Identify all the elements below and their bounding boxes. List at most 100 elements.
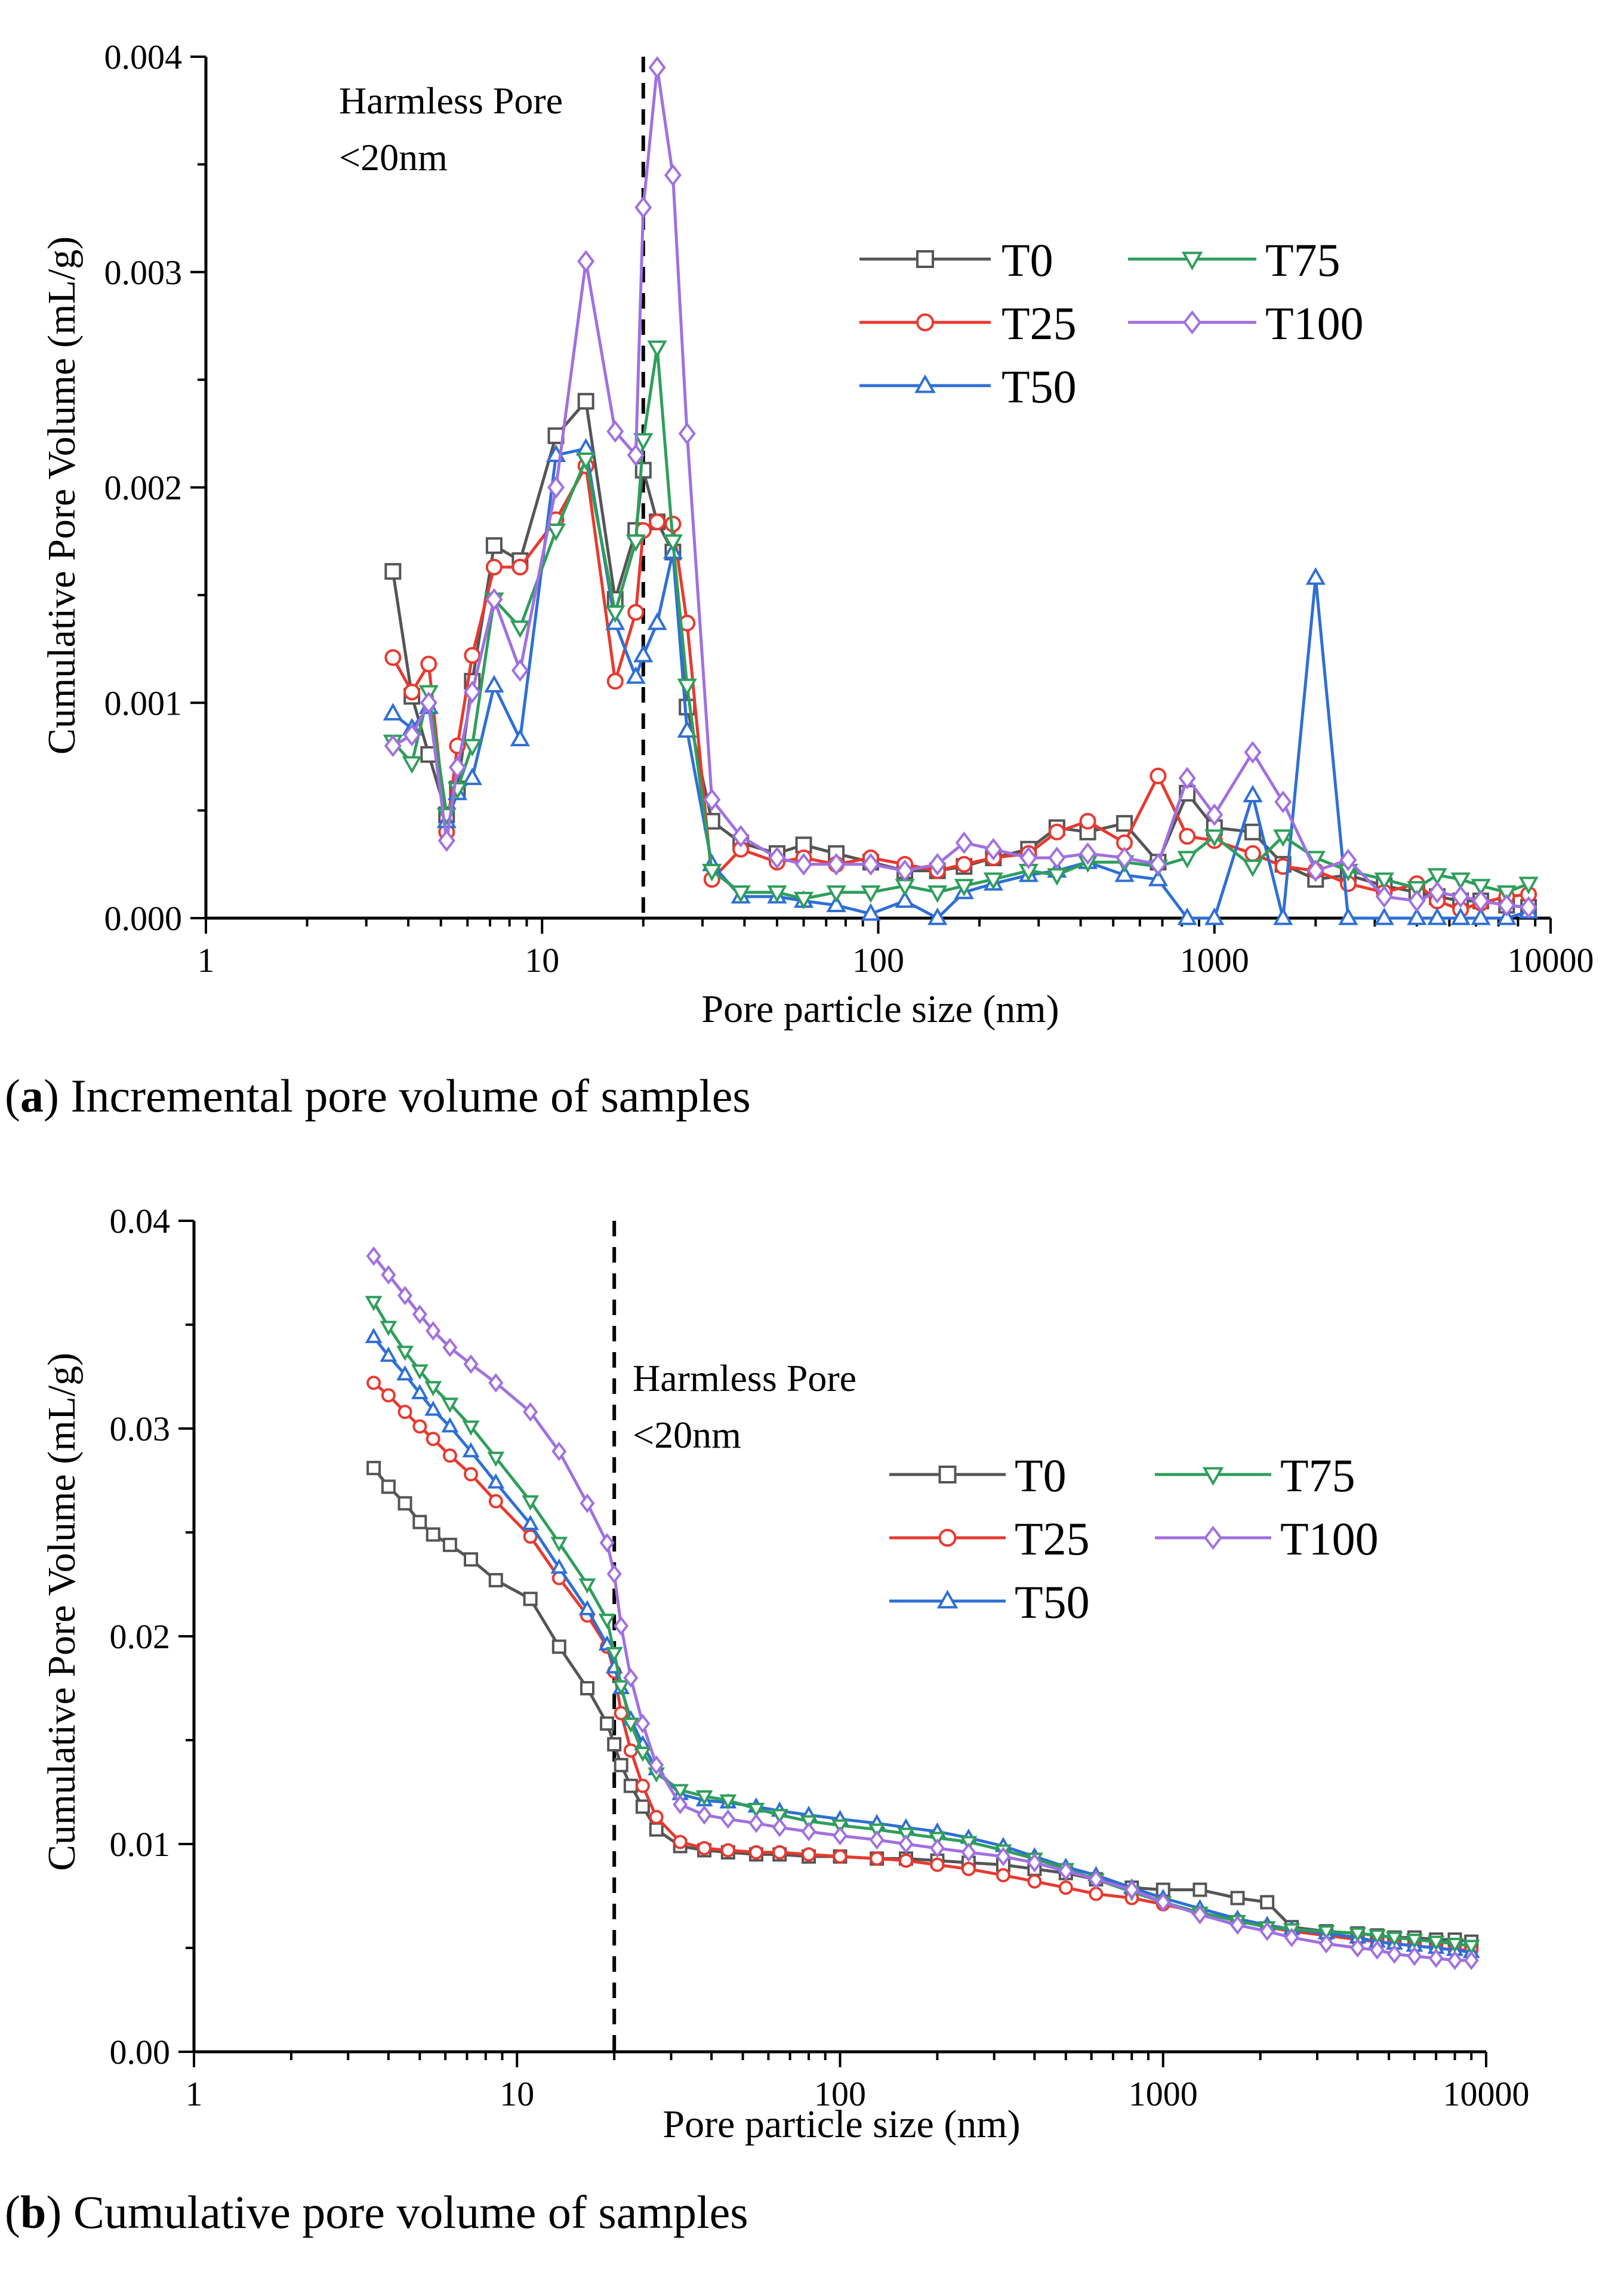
data-point-t50-a <box>677 720 697 738</box>
data-point-t50-b <box>396 1365 414 1381</box>
data-point-t75-b <box>634 1746 652 1762</box>
data-point-t75-a <box>576 453 596 470</box>
data-point-t75-a <box>861 885 881 903</box>
data-point-t75-b <box>1349 1927 1367 1943</box>
x-tick-label-b: 10 <box>500 2074 534 2113</box>
data-point-t50-b <box>487 1473 505 1489</box>
data-point-t50-a <box>1273 907 1293 925</box>
data-point-t100-a <box>896 859 914 882</box>
data-point-t75-a <box>1243 859 1263 878</box>
data-point-t100-a <box>1408 889 1426 913</box>
data-point-t25-b <box>488 1494 503 1509</box>
data-point-t100-b <box>623 1668 639 1688</box>
legend-item-t0-a: T0 <box>859 234 1053 286</box>
legend-swatch-t25-b <box>889 1529 1006 1547</box>
data-point-t50-a <box>895 890 915 908</box>
data-point-t0-b <box>649 1822 664 1837</box>
y-tick-label-a: 0.001 <box>104 684 183 722</box>
data-point-t25-a <box>485 558 503 575</box>
y-tick-label-a: 0.003 <box>104 253 183 292</box>
data-point-t50-a <box>647 612 667 630</box>
data-point-t50-b <box>365 1328 383 1343</box>
data-point-t75-a <box>462 738 482 757</box>
series-line-t0-a <box>391 399 1529 909</box>
data-point-t100-b <box>551 1441 567 1461</box>
data-point-t25-b <box>720 1843 735 1858</box>
data-point-t100-a <box>606 420 624 443</box>
legend-swatch-t25-a <box>859 313 991 331</box>
data-point-t0-b <box>551 1639 566 1654</box>
data-point-t100-a <box>1428 881 1446 904</box>
annotation-harmless-pore-b: Harmless Pore <box>633 1357 856 1399</box>
data-point-t100-b <box>929 1838 945 1858</box>
data-point-t25-a <box>649 513 666 531</box>
data-point-t100-b <box>1428 1949 1444 1968</box>
legend-swatch-t100-a <box>1128 310 1256 335</box>
x-tick-label-a: 10 <box>525 941 559 980</box>
data-point-t100-b <box>772 1817 787 1837</box>
data-point-t100-a <box>1339 848 1357 872</box>
data-point-t100-b <box>523 1402 538 1422</box>
data-point-t50-a <box>1177 907 1197 925</box>
data-point-t75-b <box>1427 1935 1445 1951</box>
data-point-t100-b <box>898 1834 914 1854</box>
data-point-t100-a <box>1079 842 1097 865</box>
legend-label-t50-b: T50 <box>1015 1576 1090 1628</box>
data-point-t100-a <box>1520 896 1537 919</box>
data-point-t25-b <box>442 1448 457 1463</box>
data-point-t25-b <box>412 1419 427 1434</box>
legend-item-t50-a: T50 <box>859 361 1077 413</box>
data-point-t0-b <box>523 1592 538 1606</box>
legend-swatch-t0-a <box>859 250 991 268</box>
data-point-t25-b <box>961 1861 976 1876</box>
data-point-t100-a <box>1306 859 1324 882</box>
data-point-t100-a <box>1149 852 1167 876</box>
legend-item-t50-b: T50 <box>889 1576 1090 1628</box>
data-point-t50-a <box>462 767 482 786</box>
data-point-t75-b <box>605 1646 623 1663</box>
data-point-t25-a <box>511 558 529 575</box>
data-point-t25-a <box>1179 827 1196 845</box>
caption-a: (a) Incremental pore volume of samples <box>5 1070 751 1122</box>
series-line-t25-b <box>372 1381 1472 1951</box>
data-point-t100-b <box>614 1616 629 1636</box>
series-t100-a <box>384 56 1537 919</box>
data-point-t100-a <box>1048 847 1066 869</box>
y-tick-label-b: 0.03 <box>110 1409 171 1448</box>
x-tick-label-a: 10000 <box>1508 941 1594 980</box>
data-point-t0-b <box>381 1479 396 1494</box>
data-point-t100-b <box>1369 1940 1385 1960</box>
annotation-harmless-pore-a: Harmless Pore <box>339 79 563 122</box>
data-point-t50-b <box>578 1600 596 1615</box>
data-point-t0-b <box>1230 1891 1245 1906</box>
data-point-t50-a <box>633 645 654 663</box>
data-point-t50-a <box>1148 869 1169 886</box>
data-point-t100-a <box>827 852 845 876</box>
data-point-t100-b <box>366 1246 381 1266</box>
data-point-t100-b <box>442 1337 458 1358</box>
data-point-t100-b <box>1407 1946 1422 1966</box>
data-point-t100-b <box>463 1354 479 1374</box>
data-point-t100-b <box>1259 1921 1275 1941</box>
legend-item-t25-a: T25 <box>859 297 1077 349</box>
data-point-t25-b <box>772 1845 787 1860</box>
y-tick-label-b: 0.01 <box>110 1825 171 1864</box>
data-point-t100-b <box>961 1842 976 1863</box>
legend-label-t100-a: T100 <box>1265 297 1364 349</box>
y-tick-label-a: 0.002 <box>104 469 183 507</box>
legend-label-t0-b: T0 <box>1015 1449 1067 1501</box>
legend-label-t75-a: T75 <box>1265 234 1341 286</box>
data-point-t75-b <box>550 1537 568 1552</box>
data-point-t100-a <box>1019 847 1037 869</box>
data-point-t25-a <box>384 649 402 666</box>
data-point-t0-b <box>607 1737 622 1752</box>
data-point-t50-b <box>380 1346 397 1362</box>
caption-text-b: Cumulative pore volume of samples <box>61 2186 748 2238</box>
legend-a: T0 T25 T50 T75 T100 <box>859 234 1364 413</box>
data-point-t50-a <box>484 675 504 692</box>
data-point-t25-b <box>1089 1886 1104 1901</box>
data-point-t100-b <box>426 1321 441 1341</box>
y-tick-label-a: 0.004 <box>104 38 183 76</box>
caption-b: (b) Cumulative pore volume of samples <box>5 2186 748 2238</box>
data-point-t25-b <box>748 1845 763 1860</box>
